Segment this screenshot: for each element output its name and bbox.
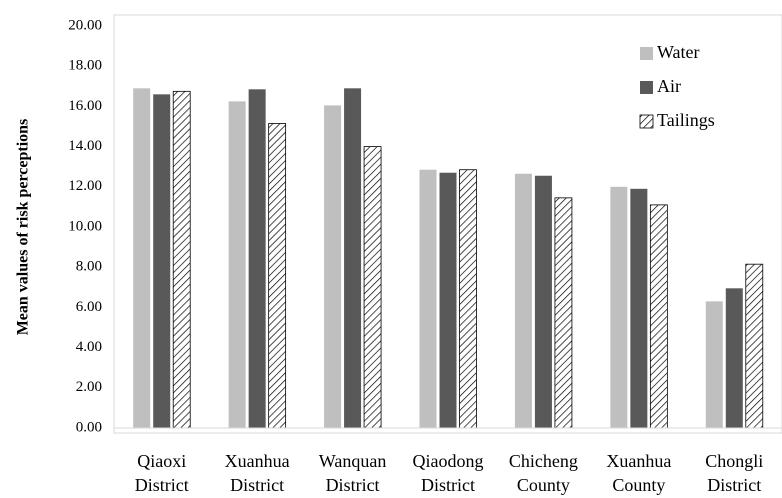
y-axis-title: Mean values of risk perceptions bbox=[15, 119, 32, 336]
bar-air bbox=[630, 188, 648, 428]
y-tick-label: 14.00 bbox=[68, 138, 102, 154]
bar-tailings bbox=[172, 90, 191, 429]
y-tick-label: 4.00 bbox=[76, 339, 102, 355]
bar-tailings bbox=[745, 263, 764, 429]
bar-water bbox=[419, 169, 437, 428]
bar-tailings bbox=[459, 169, 477, 429]
y-tick-label: 0.00 bbox=[76, 419, 102, 435]
legend-label: Water bbox=[657, 42, 700, 62]
x-tick-label: Wanquan District bbox=[319, 451, 387, 495]
bar-water bbox=[133, 88, 151, 428]
y-axis: 0.00 2.00 4.00 6.00 8.00 10.00 12.00 14.00 16.00… bbox=[68, 17, 102, 435]
bar-air bbox=[439, 172, 457, 428]
x-tick-label: Chongli District bbox=[705, 451, 763, 495]
bar-tailings bbox=[363, 146, 382, 429]
plot-area-border bbox=[113, 14, 782, 434]
x-tick-label: Xuanhua County bbox=[606, 451, 671, 495]
legend-label: Air bbox=[657, 76, 681, 96]
bar-water bbox=[228, 101, 246, 428]
legend-swatch-tailings bbox=[639, 114, 654, 129]
bar-water bbox=[514, 173, 532, 428]
legend: Water Air Tailings bbox=[639, 42, 715, 130]
x-tick-label: Chicheng County bbox=[509, 451, 578, 495]
x-tick-label: Qiaoxi District bbox=[135, 451, 189, 495]
legend-label: Tailings bbox=[657, 110, 715, 130]
bar-air bbox=[534, 175, 552, 428]
y-tick-label: 18.00 bbox=[68, 58, 102, 74]
y-tick-label: 6.00 bbox=[76, 299, 102, 315]
y-tick-label: 10.00 bbox=[68, 218, 102, 234]
x-tick-label: Qiaodong District bbox=[413, 451, 484, 495]
y-tick-label: 2.00 bbox=[76, 379, 102, 395]
legend-swatch-water bbox=[640, 47, 653, 60]
bar-water bbox=[610, 186, 628, 428]
bar-air bbox=[725, 288, 743, 428]
bar-air bbox=[153, 94, 171, 428]
x-axis: Qiaoxi District Xuanhua District Wanquan Dist… bbox=[114, 427, 782, 495]
bar-air bbox=[344, 88, 362, 428]
bar-tailings bbox=[268, 123, 287, 429]
y-tick-label: 8.00 bbox=[76, 259, 102, 275]
bar-tailings bbox=[554, 197, 573, 429]
y-tick-label: 12.00 bbox=[68, 178, 102, 194]
y-tick-label: 20.00 bbox=[68, 17, 102, 33]
bars bbox=[133, 88, 764, 429]
x-tick-label: Xuanhua District bbox=[225, 451, 290, 495]
bar-water bbox=[705, 301, 723, 428]
bar-air bbox=[248, 89, 266, 428]
bar-tailings bbox=[649, 204, 668, 429]
bar-water bbox=[324, 105, 342, 429]
legend-swatch-air bbox=[640, 81, 653, 94]
y-tick-label: 16.00 bbox=[68, 98, 102, 114]
